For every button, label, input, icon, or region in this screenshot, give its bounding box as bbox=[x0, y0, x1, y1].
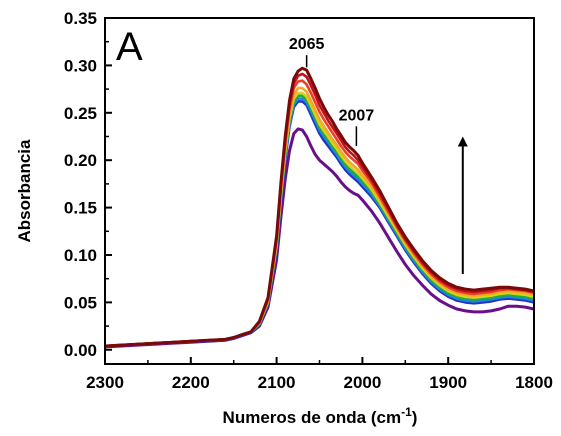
series-line-8 bbox=[105, 66, 534, 348]
annotations: 2065 2007 bbox=[289, 36, 468, 274]
peak-label-2007: 2007 bbox=[339, 107, 375, 124]
series-line-7 bbox=[105, 72, 534, 348]
series-layer bbox=[105, 66, 534, 349]
x-tick-label: 2100 bbox=[258, 373, 296, 392]
x-axis-title-main: Numeros de onda (cm bbox=[223, 408, 402, 427]
peak-label-2065: 2065 bbox=[289, 36, 325, 53]
y-tick-label: 0.15 bbox=[64, 199, 97, 218]
x-tick-label: 1800 bbox=[515, 373, 553, 392]
y-tick-label: 0.35 bbox=[64, 9, 97, 28]
panel-label: A bbox=[116, 25, 143, 69]
x-tick-label: 2000 bbox=[343, 373, 381, 392]
y-tick-label: 0.00 bbox=[64, 341, 97, 360]
x-axis-title-sup: -1 bbox=[401, 405, 412, 419]
y-tick-label: 0.05 bbox=[64, 293, 97, 312]
series-line-1 bbox=[105, 100, 534, 348]
trend-arrow-head bbox=[457, 136, 468, 147]
y-tick-label: 0.10 bbox=[64, 246, 97, 265]
y-axis-title: Absorbancia bbox=[15, 139, 34, 243]
axis-ticks: 2300 2200 2100 2000 1900 1800 0.00 0.05 0.10 0.15… bbox=[64, 9, 553, 392]
x-tick-label: 2200 bbox=[172, 373, 210, 392]
y-tick-label: 0.30 bbox=[64, 56, 97, 75]
x-axis-title: Numeros de onda (cm-1) bbox=[223, 405, 418, 427]
x-tick-label: 1900 bbox=[429, 373, 467, 392]
y-tick-label: 0.20 bbox=[64, 151, 97, 170]
series-line-0 bbox=[105, 127, 534, 349]
x-axis-title-end: ) bbox=[412, 408, 418, 427]
x-tick-label: 2300 bbox=[86, 373, 124, 392]
y-tick-label: 0.25 bbox=[64, 104, 97, 123]
